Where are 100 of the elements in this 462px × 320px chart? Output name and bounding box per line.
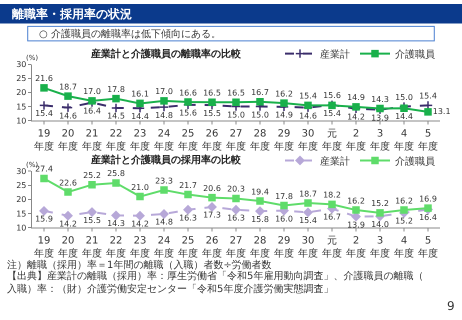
data-label: 21.7 [179,180,197,190]
text: 注）離職（採用）率＝1年間の離職（入職）者数÷労働者数 [7,259,272,271]
x-tick-label: 19年度 [34,128,54,153]
x-tick-label: 26年度 [202,128,222,153]
x-tick-label: 3年度 [370,128,390,153]
x-tick-label: 20年度 [58,236,78,260]
data-label: 14.8 [155,218,173,227]
x-tick-label: 30年度 [298,128,318,153]
text: ○ 介護職員の離職率は低下傾向にある。 [39,28,221,40]
data-label: 18.7 [59,82,77,92]
data-label: 21.6 [35,74,53,84]
data-label: 14.4 [395,112,413,121]
text: 【出典】産業計の離職（採用）率：厚生労働省「令和5年雇用動向調査」、介護職員の離職（入職）率：（財）介護労働安定センター「令和5年度介護労働実態調査」 [7,270,424,295]
data-label: 25.2 [83,170,101,180]
x-tick-label: 22年度 [106,236,126,260]
x-tick-label: 25年度 [178,128,198,153]
x-tick-label: 28年度 [250,236,270,260]
data-label: 16.9 [419,194,437,204]
x-tick-label: 元年度 [322,236,342,260]
y-tick-label: 20 [16,195,26,204]
data-label: 16.3 [179,214,197,223]
x-tick-label: 26年度 [202,236,222,260]
data-label: 14.5 [107,112,125,121]
data-label: 15.0 [227,110,245,120]
data-label: 15.8 [251,214,269,224]
x-tick-label: 23年度 [130,128,150,153]
data-label: 16.2 [275,89,293,98]
data-label: 16.0 [275,214,293,224]
data-label: 16.4 [419,213,437,222]
data-label: 23.3 [155,176,173,186]
data-label: 14.2 [59,219,77,228]
y-tick-label: 30 [16,60,26,70]
x-tick-label: 24年度 [154,236,174,260]
data-label: 15.4 [419,92,437,101]
data-label: 16.5 [227,88,245,98]
data-label: 14.9 [275,110,293,120]
data-label: 14.3 [107,219,125,228]
data-label: 14.3 [371,94,389,104]
data-label: 13.1 [432,106,451,116]
data-label: 14.2 [347,112,365,122]
x-tick-label: 19年度 [34,236,54,260]
y-tick-label: 25 [16,181,26,190]
data-label: 14.6 [299,111,317,120]
x-tick-label: 28年度 [250,128,270,153]
data-label: 20.3 [227,184,245,194]
legend-label: 産業計 [320,155,350,168]
x-tick-label: 20年度 [58,128,78,153]
data-label: 13.9 [347,220,365,230]
legend-label: 介護職員 [395,155,435,168]
x-tick-label: 4年度 [394,236,414,260]
data-label: 14.9 [347,93,365,102]
y-tick-label: 10 [16,116,26,126]
data-label: 15.5 [83,216,101,225]
text: 離職率・採用率の状況 [11,7,132,21]
x-tick-label: 3年度 [370,236,390,260]
data-label: 14.8 [155,110,173,120]
legend-label: 介護職員 [395,48,435,60]
data-label: 15.6 [179,108,197,118]
x-tick-label: 5年度 [418,128,438,153]
data-label: 16.4 [83,106,101,116]
text: 9 [447,299,455,313]
x-tick-label: 29年度 [274,236,294,260]
data-label: 17.0 [155,87,173,96]
data-label: 15.4 [299,92,317,101]
x-tick-label: 27年度 [226,236,246,260]
data-label: 16.3 [227,214,245,223]
data-label: 15.4 [299,216,317,226]
x-tick-label: 2年度 [346,236,366,260]
data-label: 16.2 [395,196,413,206]
data-label: 22.6 [59,178,77,188]
x-tick-label: 元年度 [322,128,342,153]
chart-title: 産業計と介護職員の離職率の比較 [90,48,242,60]
data-label: 25.8 [107,169,125,178]
data-label: 15.4 [35,109,53,118]
data-label: 16.2 [347,196,365,206]
y-tick-label: 15 [16,209,26,218]
x-tick-label: 30年度 [298,236,318,260]
data-label: 14.6 [59,111,77,120]
data-label: 15.2 [371,199,389,208]
data-label: 16.7 [323,212,341,222]
y-tick-label: 20 [16,88,26,98]
x-tick-label: 24年度 [154,128,174,153]
data-label: 27.4 [35,164,53,174]
x-tick-label: 22年度 [106,128,126,153]
data-label: 19.4 [251,187,269,196]
x-tick-label: 25年度 [178,236,198,260]
x-tick-label: 27年度 [226,128,246,153]
data-label: 15.0 [251,110,269,120]
chart-title: 産業計と介護職員の採用率の比較 [90,154,242,166]
data-label: 16.1 [131,90,149,99]
x-tick-label: 4年度 [394,128,414,153]
data-label: 15.4 [323,109,341,118]
data-label: 15.0 [395,92,413,102]
data-label: 21.0 [131,182,149,192]
y-tick-label: 30 [16,166,26,176]
data-label: 17.8 [275,192,293,201]
data-label: 15.6 [323,91,341,100]
data-label: 15.2 [395,216,413,226]
x-tick-label: 21年度 [82,236,102,260]
data-label: 18.7 [299,189,317,198]
